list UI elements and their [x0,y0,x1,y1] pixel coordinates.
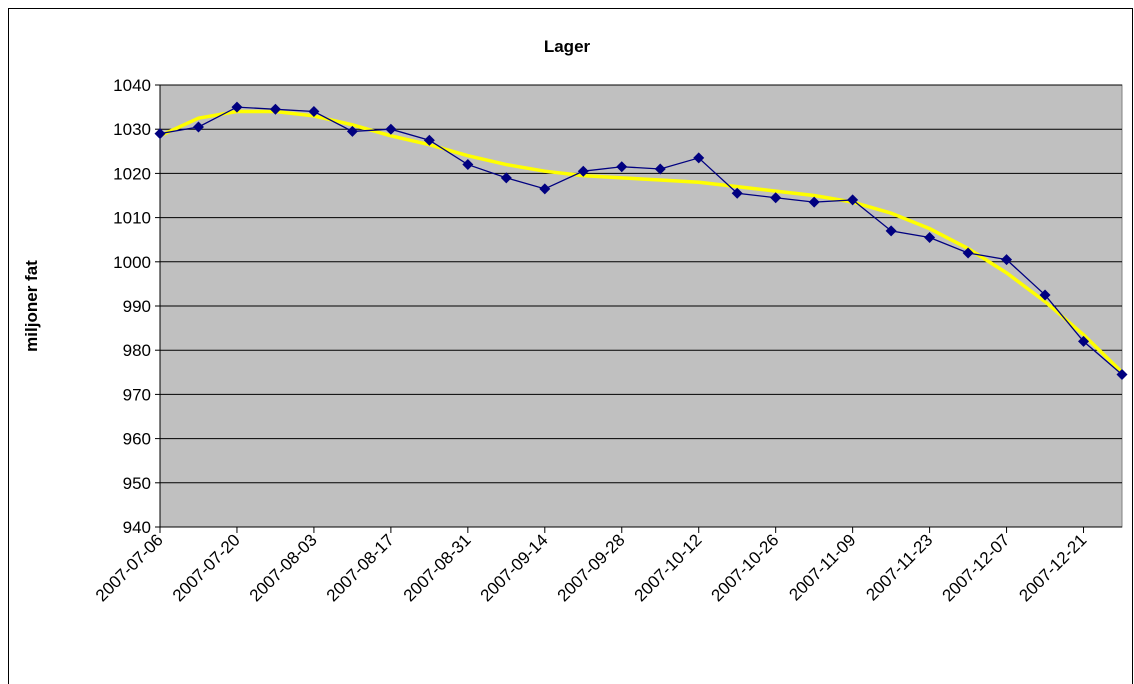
marker [1001,254,1013,266]
y-tick-label: 1040 [113,76,151,95]
marker [924,231,936,243]
marker [308,106,320,118]
marker [616,161,628,173]
y-tick-label: 1020 [113,164,151,183]
marker [770,192,782,204]
y-tick-label: 980 [123,341,151,360]
marker [847,194,859,206]
marker [731,187,743,199]
y-tick-label: 1030 [113,120,151,139]
y-axis-label: miljoner fat [22,260,41,352]
y-tick-label: 940 [123,518,151,537]
chart-title: Lager [544,37,591,56]
marker [654,163,666,175]
marker [808,196,820,208]
marker [885,225,897,237]
marker [539,183,551,195]
trend-line [159,109,1124,374]
data-line [159,106,1123,376]
marker [231,101,243,113]
y-tick-label: 970 [123,385,151,404]
marker [192,121,204,133]
marker [1078,335,1090,347]
marker [385,123,397,135]
y-tick-label: 1000 [113,253,151,272]
marker [423,134,435,146]
y-tick-label: 1010 [113,209,151,228]
marker [346,125,358,137]
y-tick-label: 960 [123,430,151,449]
marker [693,152,705,164]
marker [154,128,166,140]
y-tick-label: 950 [123,474,151,493]
marker [1116,369,1128,381]
marker [500,172,512,184]
marker [462,159,474,171]
marker [962,247,974,259]
y-tick-label: 990 [123,297,151,316]
marker [269,103,281,115]
marker [577,165,589,177]
marker [1039,289,1051,301]
